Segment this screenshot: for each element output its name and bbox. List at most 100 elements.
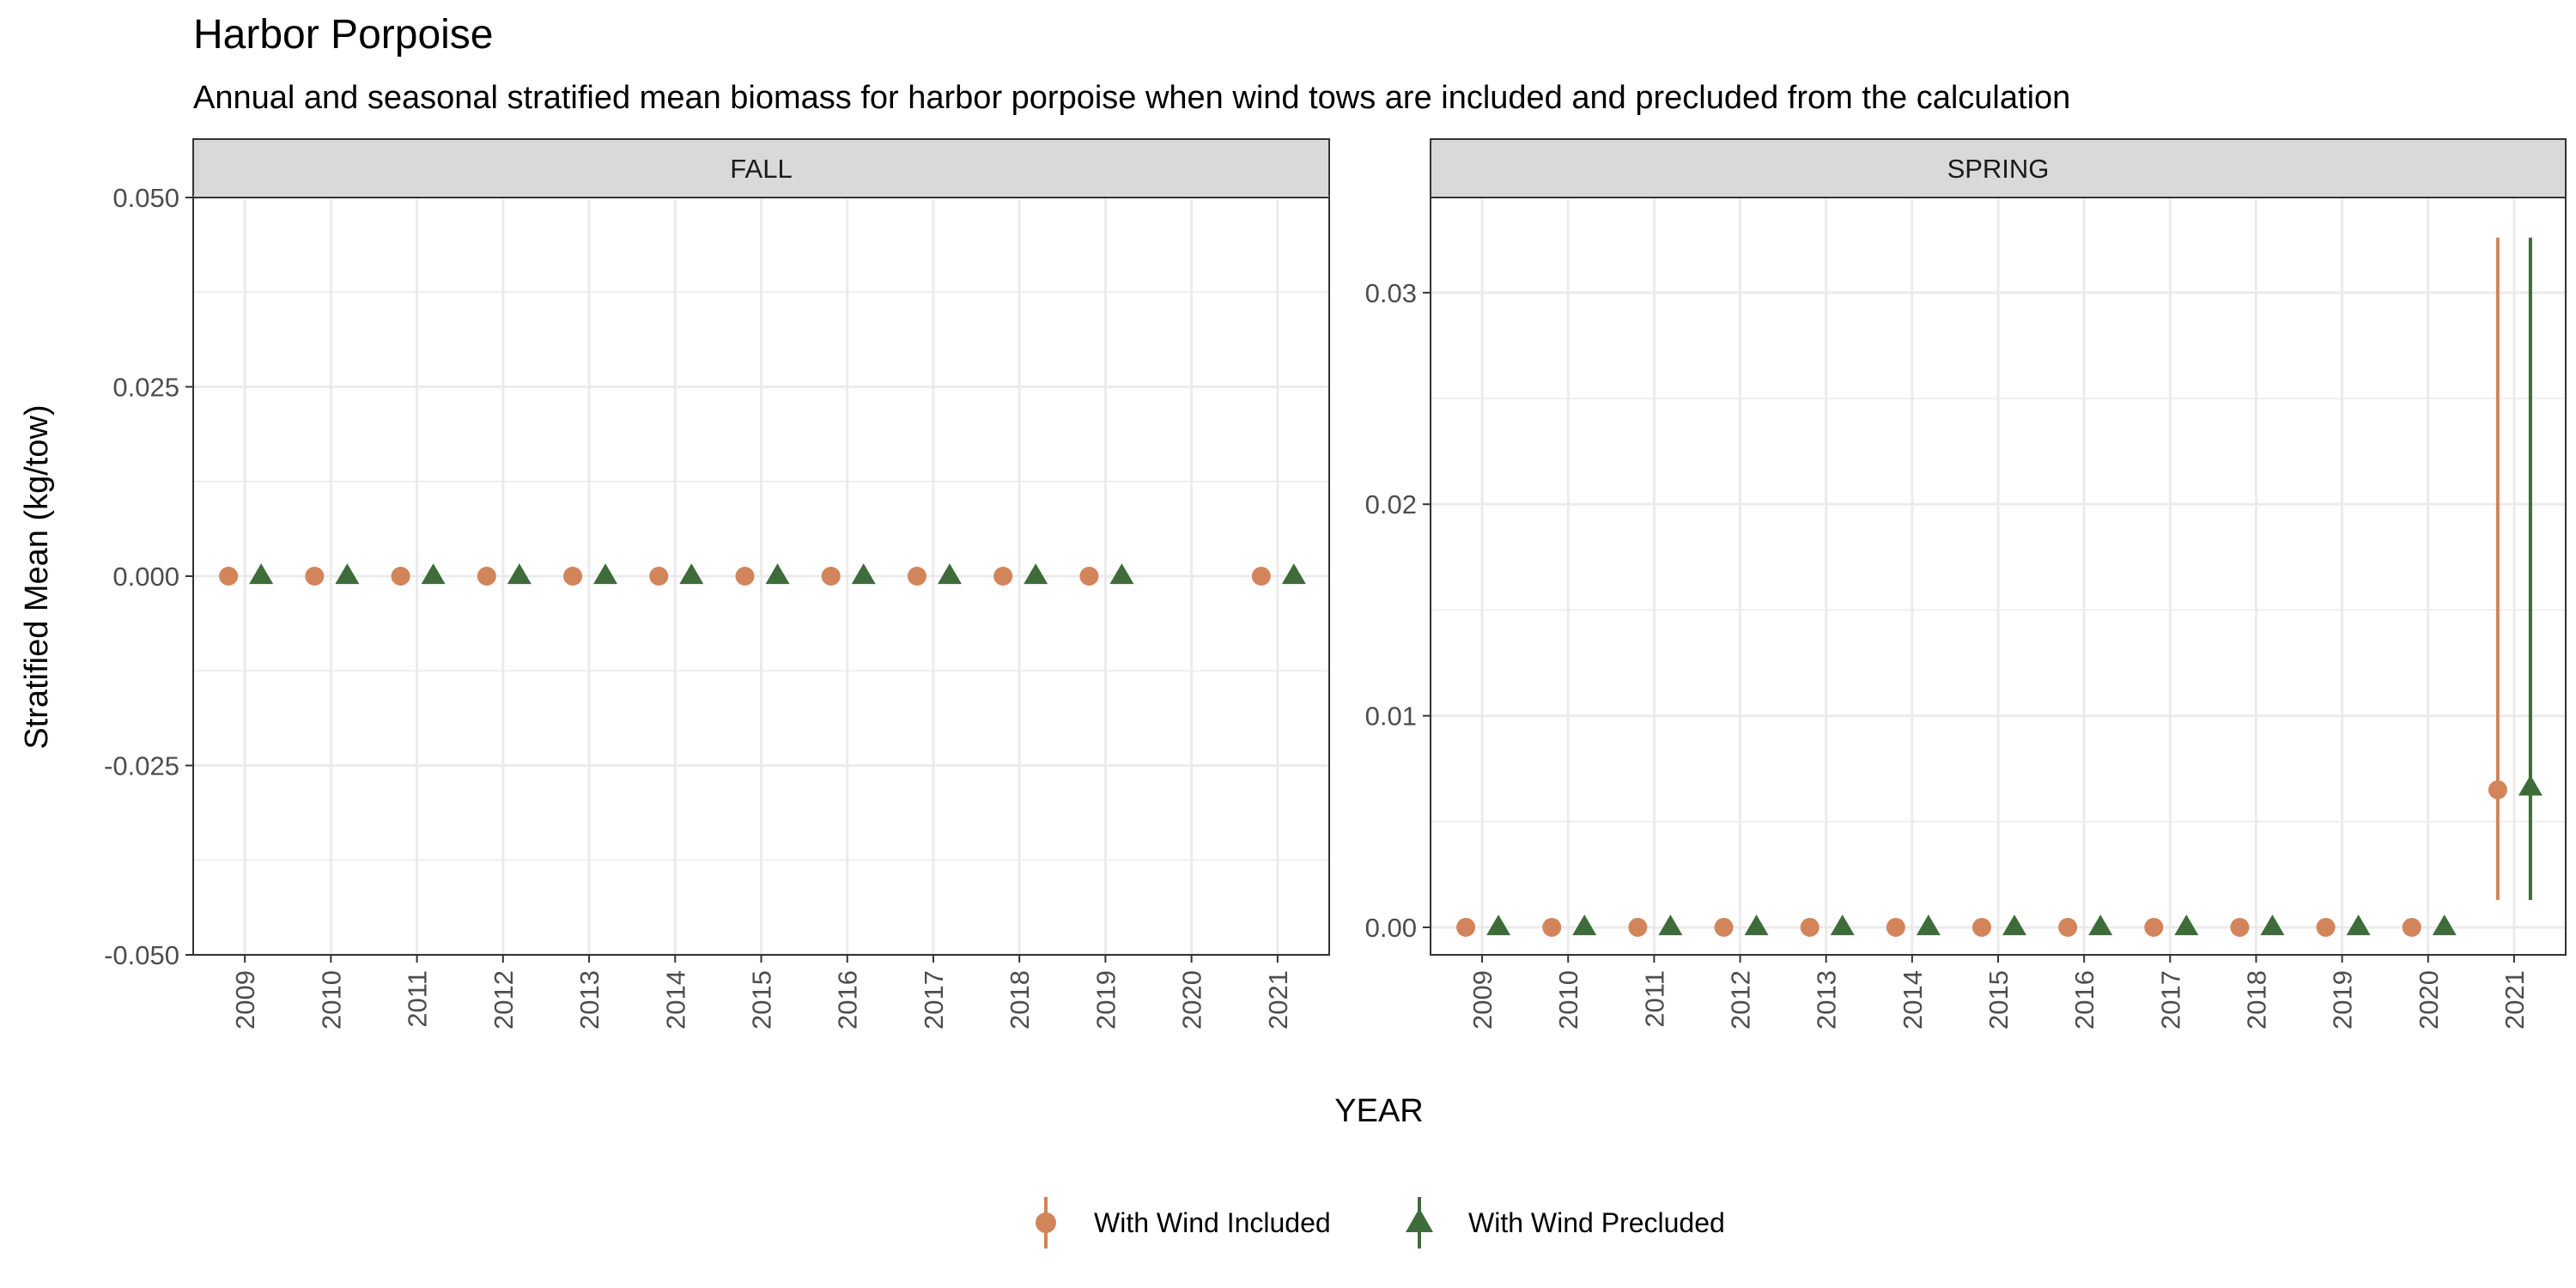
strip-spring [1430,138,2567,198]
x-tick-label: 2017 [2155,970,2185,1030]
point-with-wind-included-fall-2021 [1251,567,1271,586]
x-tick-label: 2021 [2500,970,2530,1030]
x-tick-label: 2020 [1177,970,1207,1030]
point-with-wind-precluded-spring-2013 [1830,914,1855,936]
point-with-wind-precluded-fall-2009 [249,563,274,585]
point-with-wind-included-spring-2017 [2144,917,2164,937]
x-axis-title: YEAR [1334,1093,1423,1129]
point-with-wind-included-spring-2016 [2058,917,2078,937]
y-tick-label: 0.02 [1365,489,1417,519]
x-tick-label: 2015 [1984,970,2014,1030]
point-with-wind-included-fall-2019 [1079,567,1099,586]
point-with-wind-included-fall-2015 [735,567,755,586]
point-with-wind-precluded-spring-2012 [1744,914,1769,936]
legend-key-triangle-icon [1406,1208,1433,1232]
x-tick-label: 2021 [1263,970,1293,1030]
point-with-wind-included-fall-2014 [649,567,669,586]
point-with-wind-precluded-fall-2011 [421,563,446,585]
point-with-wind-included-spring-2021 [2488,780,2507,799]
point-with-wind-included-fall-2017 [907,567,927,586]
x-tick-label: 2018 [1005,970,1035,1030]
point-with-wind-precluded-spring-2016 [2088,914,2113,936]
point-with-wind-included-fall-2011 [391,567,410,586]
legend: With Wind Included With Wind Precluded [1036,1197,1725,1249]
x-tick-label: 2013 [1812,970,1842,1030]
x-tick-label: 2020 [2414,970,2444,1030]
legend-item-with-wind-precluded: With Wind Precluded [1406,1197,1725,1249]
point-with-wind-precluded-fall-2012 [507,563,532,585]
point-with-wind-precluded-fall-2019 [1109,563,1134,585]
x-tick-label: 2014 [660,970,690,1030]
point-with-wind-precluded-spring-2019 [2346,914,2371,936]
x-tick-label: 2016 [2069,970,2099,1030]
chart-subtitle: Annual and seasonal stratified mean biom… [193,80,2070,116]
point-with-wind-included-fall-2013 [563,567,583,586]
y-tick-label: -0.025 [104,751,179,781]
point-with-wind-included-fall-2010 [305,567,325,586]
x-tick-label: 2010 [1553,970,1583,1030]
y-tick-label: 0.025 [112,373,179,403]
facet-panels: FALL -0.050 -0.025 0.000 0.025 0.050 2009 2010 2… [104,138,2567,1030]
legend-item-with-wind-included: With Wind Included [1036,1197,1331,1249]
point-with-wind-precluded-spring-2014 [1916,914,1941,936]
point-with-wind-included-spring-2018 [2230,917,2250,937]
point-with-wind-included-spring-2015 [1972,917,1991,937]
point-with-wind-precluded-spring-2009 [1486,914,1511,936]
point-with-wind-included-fall-2016 [821,567,841,586]
point-with-wind-included-spring-2011 [1628,917,1648,937]
point-with-wind-precluded-fall-2021 [1281,563,1306,585]
x-tick-label: 2013 [574,970,605,1030]
x-tick-label: 2011 [403,970,433,1028]
point-with-wind-precluded-fall-2010 [335,563,360,585]
x-tick-label: 2016 [833,970,863,1030]
x-tick-label: 2019 [2328,970,2358,1030]
point-with-wind-precluded-spring-2018 [2260,914,2285,936]
panel-border [1430,197,2567,956]
point-with-wind-included-spring-2009 [1456,917,1476,937]
y-tick-label: 0.01 [1365,702,1417,732]
x-tick-label: 2018 [2241,970,2271,1030]
strip-fall [192,138,1330,198]
point-with-wind-precluded-spring-2021 [2518,775,2543,796]
y-tick-label: 0.03 [1365,278,1417,308]
x-tick-label: 2019 [1091,970,1121,1030]
point-with-wind-precluded-fall-2015 [765,563,790,585]
y-axis-title: Stratified Mean (kg/tow) [19,404,55,749]
point-with-wind-precluded-fall-2013 [593,563,618,585]
point-with-wind-included-spring-2012 [1714,917,1734,937]
strip-label-fall: FALL [730,154,792,184]
chart-title: Harbor Porpoise [193,12,494,58]
point-with-wind-included-spring-2010 [1542,917,1562,937]
y-tick-label: 0.050 [112,183,179,213]
point-with-wind-included-spring-2020 [2402,917,2421,937]
strip-label-spring: SPRING [1947,154,2050,184]
point-with-wind-included-spring-2019 [2316,917,2336,937]
x-tick-label: 2015 [747,970,777,1030]
point-with-wind-precluded-fall-2016 [851,563,876,585]
x-tick-label: 2009 [230,970,260,1030]
y-tick-label: -0.050 [104,940,179,970]
point-with-wind-precluded-spring-2015 [2002,914,2026,936]
x-tick-label: 2009 [1467,970,1498,1030]
point-with-wind-precluded-spring-2020 [2432,914,2457,936]
point-with-wind-precluded-fall-2014 [679,563,704,585]
point-with-wind-precluded-spring-2010 [1572,914,1597,936]
legend-label: With Wind Precluded [1468,1207,1725,1238]
panel-border [192,197,1330,956]
legend-key-circle-icon [1036,1212,1056,1233]
x-tick-label: 2010 [316,970,346,1030]
point-with-wind-precluded-fall-2017 [937,563,962,585]
point-with-wind-included-spring-2013 [1800,917,1820,937]
x-tick-label: 2012 [1726,970,1756,1030]
point-with-wind-included-fall-2009 [219,567,239,586]
point-with-wind-precluded-spring-2011 [1658,914,1683,936]
point-with-wind-included-fall-2018 [993,567,1013,586]
x-tick-label: 2017 [919,970,949,1030]
x-tick-label: 2011 [1639,970,1669,1028]
panel-fall: FALL -0.050 -0.025 0.000 0.025 0.050 2009 2010 2… [104,138,1330,1030]
point-with-wind-included-fall-2012 [477,567,496,586]
x-tick-label: 2012 [489,970,519,1030]
panel-spring: SPRING 0.00 0.01 0.02 0.03 2009 2010 2011 2012 20… [1365,138,2567,1030]
point-with-wind-precluded-spring-2017 [2174,914,2199,936]
